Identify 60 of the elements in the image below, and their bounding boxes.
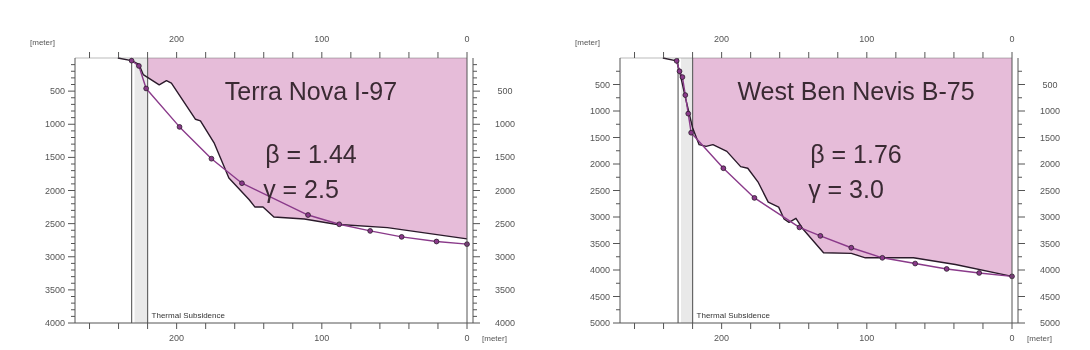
y2-tick-label: 1500 (494, 152, 516, 163)
y-tick-label: 1500 (44, 152, 65, 163)
y-axis-title: [meter] (575, 38, 600, 47)
y2-tick-label: 500 (497, 86, 513, 97)
y-tick-label: 1000 (589, 106, 610, 116)
y2-tick-label: 500 (1042, 79, 1058, 90)
y-tick-label: 3000 (44, 251, 65, 262)
y-tick-label: 500 (594, 79, 610, 90)
annotation: Terra Nova I-97 (224, 77, 398, 105)
x2-tick-label: 100 (314, 34, 330, 44)
y-tick-label: 500 (49, 86, 65, 97)
annotation: West Ben Nevis B-75 (737, 77, 975, 105)
y-tick-label: 5000 (589, 318, 610, 328)
y2-tick-label: 3500 (1039, 238, 1061, 249)
x-tick-label: 100 (314, 333, 330, 343)
y2-tick-label: 3000 (494, 251, 516, 262)
annotation: β = 1.76 (810, 140, 902, 168)
x2-tick-label: 0 (1009, 34, 1015, 44)
annotation: β = 1.44 (265, 140, 357, 168)
y-tick-label: 4000 (44, 318, 65, 328)
y-tick-label: 4000 (589, 265, 610, 275)
y2-tick-label: 1000 (494, 119, 516, 130)
y-tick-label: 4500 (589, 291, 610, 302)
band-label: Thermal Subsidence (696, 311, 771, 320)
x2-tick-label: 0 (464, 34, 470, 44)
y2-tick-label: 1000 (1039, 106, 1061, 116)
y2-tick-label: 3000 (1039, 212, 1061, 222)
y-tick-label: 2000 (589, 159, 610, 169)
y-tick-label: 1500 (589, 132, 610, 143)
y-tick-label: 3000 (589, 212, 610, 222)
x-axis-title: [meter] (482, 334, 507, 343)
x-tick-label: 200 (714, 333, 730, 343)
x2-tick-label: 200 (714, 34, 730, 44)
y-tick-label: 1000 (44, 119, 65, 130)
y-tick-label: 2500 (589, 185, 610, 196)
x-tick-label: 100 (859, 333, 875, 343)
y2-tick-label: 4500 (1039, 291, 1061, 302)
y2-tick-label: 2000 (494, 185, 516, 196)
y2-tick-label: 1500 (1039, 132, 1061, 143)
y2-tick-label: 5000 (1039, 318, 1061, 328)
y2-tick-label: 4000 (494, 318, 516, 328)
y-tick-label: 3500 (44, 284, 65, 295)
x-tick-label: 0 (1009, 333, 1015, 343)
y-tick-label: 3500 (589, 238, 610, 249)
y-axis-title: [meter] (30, 38, 55, 47)
y-tick-label: 2500 (44, 218, 65, 229)
annotation: γ = 2.5 (263, 175, 339, 203)
band-label: Thermal Subsidence (151, 311, 226, 320)
x2-tick-label: 100 (859, 34, 875, 44)
y2-tick-label: 4000 (1039, 265, 1061, 275)
y2-tick-label: 2500 (1039, 185, 1061, 196)
x-tick-label: 0 (464, 333, 470, 343)
x-tick-label: 200 (169, 333, 185, 343)
y2-tick-label: 2500 (494, 218, 516, 229)
annotation: γ = 3.0 (808, 175, 884, 203)
y-tick-label: 2000 (44, 185, 65, 196)
x2-tick-label: 200 (169, 34, 185, 44)
x-axis-title: [meter] (1027, 334, 1052, 343)
y2-tick-label: 2000 (1039, 159, 1061, 169)
y2-tick-label: 3500 (494, 284, 516, 295)
